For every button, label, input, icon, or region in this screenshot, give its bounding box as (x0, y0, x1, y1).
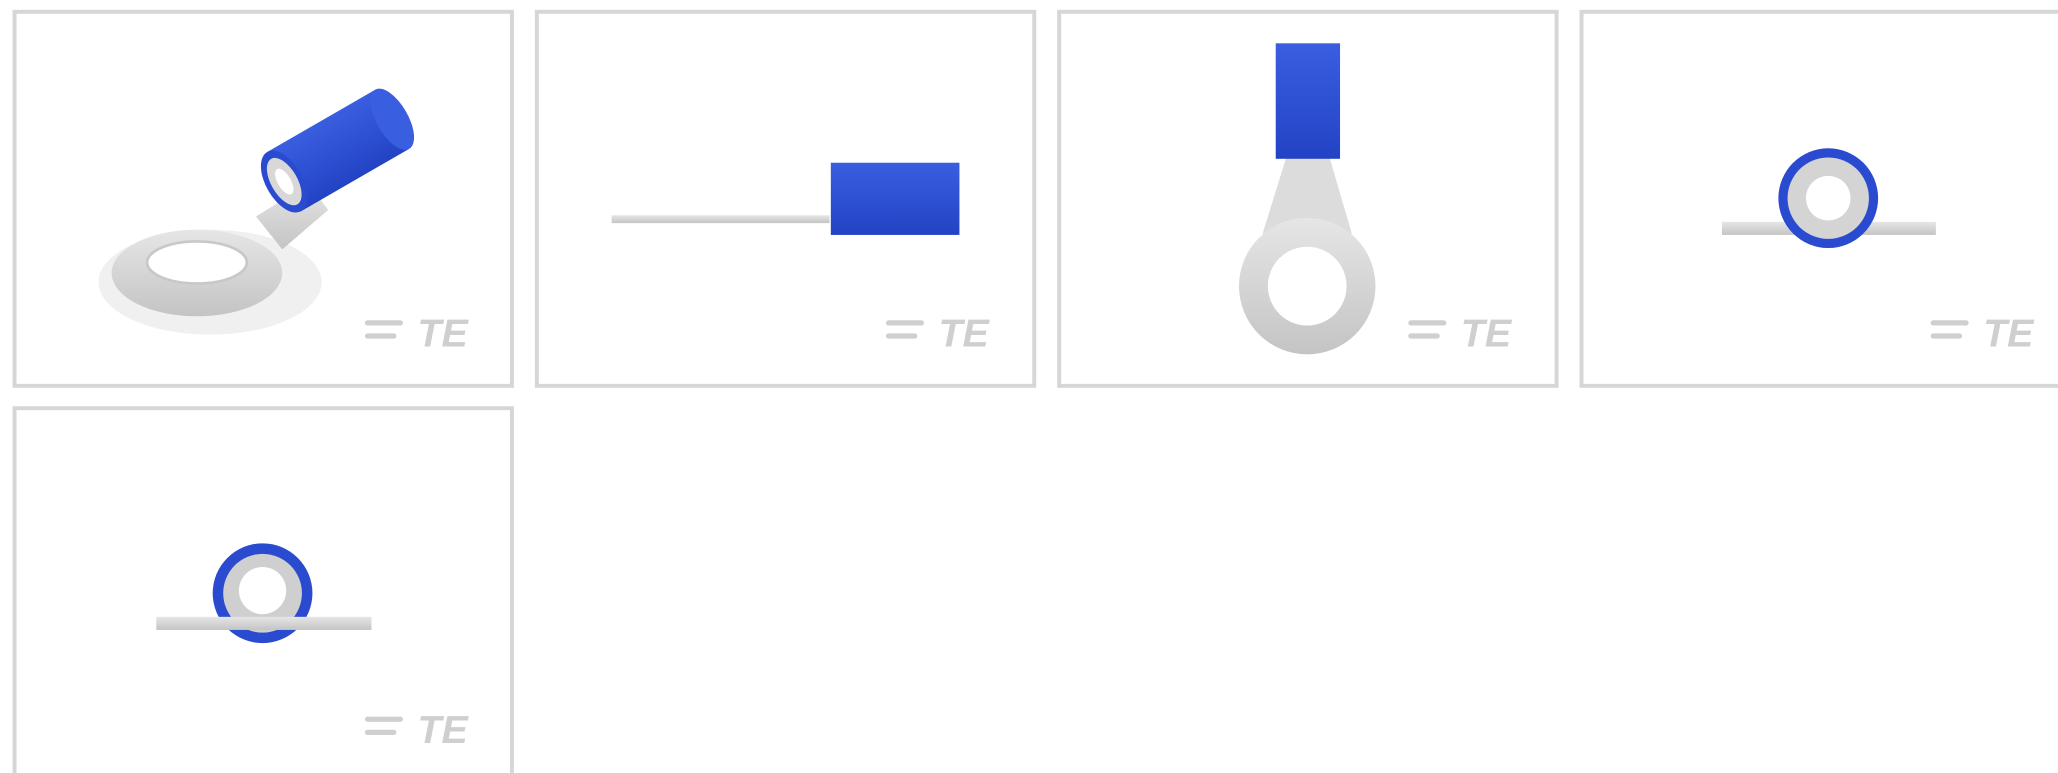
thumbnail[interactable]: TE (1059, 12, 1556, 386)
logo: TE (1461, 311, 1513, 355)
thumbnail[interactable]: TE (15, 408, 512, 773)
logo: TE (1983, 311, 2035, 355)
thumbnail[interactable]: TE (15, 12, 512, 386)
logo: TE (417, 311, 469, 355)
gallery: TE TE TE TE (0, 0, 2058, 773)
logo: TE (417, 708, 469, 752)
thumbnail[interactable]: TE (537, 12, 1034, 386)
thumbnail[interactable]: TE (1582, 12, 2058, 386)
logo: TE (938, 311, 990, 355)
